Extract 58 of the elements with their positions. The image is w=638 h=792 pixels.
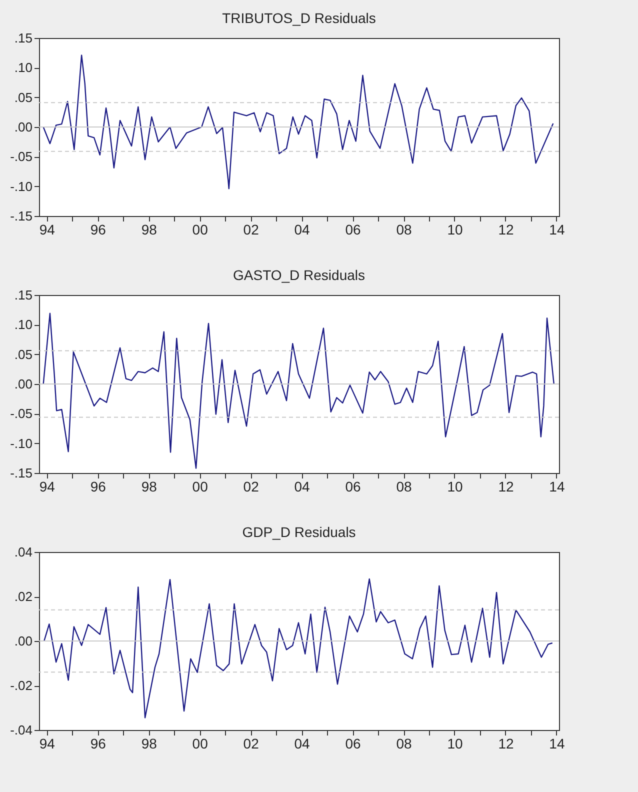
y-tick-label: .04 xyxy=(14,544,32,560)
x-tick-label: 06 xyxy=(345,222,362,238)
y-tick-label: .00 xyxy=(14,376,32,392)
y-tick-label: -.05 xyxy=(10,149,32,164)
x-tick-label: 94 xyxy=(39,736,56,752)
y-tick-label: -.10 xyxy=(10,178,32,194)
y-tick-label: -.15 xyxy=(10,466,32,480)
y-tick-label: .05 xyxy=(14,346,32,362)
x-tick-label: 98 xyxy=(141,222,158,238)
y-tick-label: .10 xyxy=(14,60,32,76)
x-tick-label: 10 xyxy=(447,478,463,494)
x-tick-label: 10 xyxy=(447,222,463,238)
y-tick-label: .15 xyxy=(14,288,32,302)
x-tick-label: 04 xyxy=(294,736,310,752)
x-tick-label: 02 xyxy=(243,478,260,494)
x-tick-label: 12 xyxy=(498,222,514,238)
x-tick-label: 00 xyxy=(192,736,208,752)
y-tick-label: .05 xyxy=(14,90,32,105)
y-tick-label: .02 xyxy=(14,589,32,604)
x-tick-label: 96 xyxy=(90,222,106,238)
chart-title: TRIBUTOS_D Residuals xyxy=(222,10,376,26)
y-tick-label: -.02 xyxy=(10,678,32,693)
x-tick-label: 06 xyxy=(345,478,362,494)
x-tick-label: 00 xyxy=(192,222,208,238)
y-tick-label: .10 xyxy=(14,317,32,332)
x-tick-label: 00 xyxy=(192,478,208,494)
y-tick-label: -.15 xyxy=(10,208,32,224)
x-tick-label: 96 xyxy=(90,736,106,752)
x-tick-label: 96 xyxy=(90,478,106,494)
line-series xyxy=(44,578,553,718)
y-tick-label: -.10 xyxy=(10,436,32,451)
line-series xyxy=(42,312,554,469)
line-series xyxy=(42,54,554,190)
x-tick-label: 04 xyxy=(294,222,310,238)
x-tick-label: 14 xyxy=(549,736,565,752)
x-tick-label: 04 xyxy=(294,478,310,494)
x-tick-label: 94 xyxy=(39,222,56,238)
x-tick-label: 08 xyxy=(396,478,412,494)
x-tick-label: 02 xyxy=(243,222,260,238)
x-tick-label: 98 xyxy=(141,736,158,752)
y-tick-label: -.05 xyxy=(10,406,32,422)
x-tick-label: 06 xyxy=(345,736,362,752)
x-tick-label: 08 xyxy=(396,736,412,752)
y-tick-label: .00 xyxy=(14,120,32,134)
y-tick-label: -.04 xyxy=(10,722,32,738)
y-tick-label: .15 xyxy=(14,30,32,46)
x-tick-label: 02 xyxy=(243,736,260,752)
x-tick-label: 14 xyxy=(549,478,565,494)
y-tick-label: .00 xyxy=(14,634,32,648)
x-tick-label: 12 xyxy=(498,478,514,494)
x-tick-label: 14 xyxy=(549,222,565,238)
x-tick-label: 94 xyxy=(39,478,56,494)
x-tick-label: 10 xyxy=(447,736,463,752)
chart-title: GASTO_D Residuals xyxy=(232,267,366,283)
chart-title: GDP_D Residuals xyxy=(242,524,356,540)
x-tick-label: 08 xyxy=(396,222,412,238)
x-tick-label: 98 xyxy=(141,478,158,494)
x-tick-label: 12 xyxy=(498,736,514,752)
